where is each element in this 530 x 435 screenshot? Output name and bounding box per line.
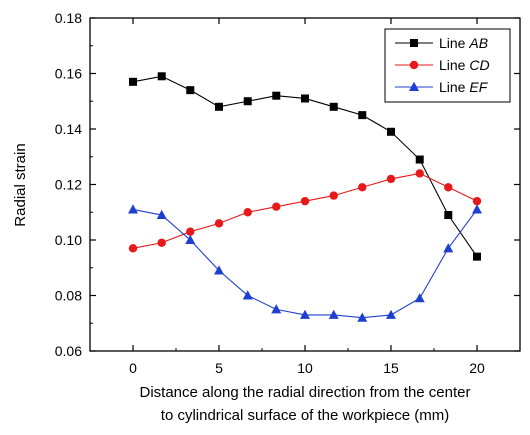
legend-series-name: EF <box>469 79 488 95</box>
legend-label: Line EF <box>439 79 489 95</box>
data-point-ef <box>214 265 224 275</box>
data-point-ab <box>129 77 137 86</box>
data-point-ef <box>185 234 196 244</box>
y-tick-label: 0.10 <box>55 232 82 248</box>
data-point-ef <box>242 290 253 300</box>
data-point-ab <box>186 86 195 95</box>
y-tick-label: 0.14 <box>55 121 82 137</box>
x-axis-title-line2: to cylindrical surface of the workpiece … <box>161 407 449 424</box>
data-point-ef <box>300 309 310 319</box>
series-line-ef <box>132 208 478 319</box>
data-point-cd <box>415 169 424 178</box>
legend-item-cd: Line CD <box>395 57 490 73</box>
data-point-ab <box>157 72 166 81</box>
series-ef <box>128 204 482 322</box>
legend-marker <box>410 39 418 47</box>
x-tick-label: 15 <box>383 360 399 376</box>
data-point-ab <box>215 102 223 111</box>
axis-ticks: 0.06 0.08 0.10 0.12 0.14 0.16 0.18 0 5 10 15 20 <box>55 10 521 376</box>
data-point-ab <box>358 111 367 120</box>
series-line-cd <box>132 172 478 249</box>
series-layer <box>128 72 482 322</box>
data-point-cd <box>444 183 453 192</box>
data-point-cd <box>186 227 195 236</box>
data-point-cd <box>157 238 166 247</box>
x-axis-title-line1: Distance along the radial direction from… <box>139 384 470 401</box>
legend-item-ef: Line EF <box>395 79 489 95</box>
data-point-cd <box>272 202 281 211</box>
legend-series-name: AB <box>468 35 488 51</box>
data-point-ab <box>473 252 481 261</box>
legend-marker <box>409 60 419 70</box>
data-point-ef <box>271 304 282 314</box>
x-tick-label: 20 <box>469 360 485 376</box>
y-tick-label: 0.12 <box>55 177 82 193</box>
legend-label: Line AB <box>439 35 488 51</box>
y-tick-label: 0.06 <box>55 343 82 359</box>
legend-prefix: Line <box>439 57 469 73</box>
data-point-cd <box>128 244 138 253</box>
data-point-ab <box>387 127 395 136</box>
y-tick-label: 0.08 <box>55 288 82 304</box>
data-point-ab <box>444 211 453 220</box>
data-point-cd <box>214 219 224 228</box>
data-point-ab <box>415 155 424 164</box>
data-point-ef <box>128 204 138 214</box>
series-line-ab <box>132 75 478 257</box>
legend-prefix: Line <box>439 35 469 51</box>
data-point-cd <box>329 191 338 200</box>
data-point-ab <box>301 94 309 103</box>
data-point-ab <box>329 102 338 111</box>
y-tick-label: 0.16 <box>55 66 82 82</box>
data-point-cd <box>300 196 310 206</box>
data-point-cd <box>243 208 252 217</box>
data-point-ef <box>386 309 396 319</box>
x-tick-label: 10 <box>297 360 313 376</box>
data-point-ab <box>243 97 252 106</box>
legend-series-name: CD <box>469 57 489 73</box>
series-cd <box>128 169 482 253</box>
data-point-ef <box>156 209 167 220</box>
legend-label: Line CD <box>439 57 490 73</box>
data-point-cd <box>472 196 482 206</box>
data-point-cd <box>386 174 396 184</box>
data-point-ef <box>472 204 482 214</box>
data-point-ef <box>357 312 368 322</box>
x-tick-label: 5 <box>215 360 223 376</box>
y-tick-label: 0.18 <box>55 10 82 26</box>
data-point-ef <box>443 243 454 253</box>
y-axis-title: Radial strain <box>12 143 29 226</box>
legend-prefix: Line <box>439 79 469 95</box>
legend-marker <box>409 81 419 91</box>
x-tick-label: 0 <box>129 360 137 376</box>
data-point-ab <box>272 91 281 100</box>
series-ab <box>129 72 481 261</box>
legend-item-ab: Line AB <box>395 35 488 51</box>
data-point-cd <box>358 183 367 192</box>
data-point-ef <box>328 309 339 319</box>
data-point-ef <box>414 293 425 303</box>
